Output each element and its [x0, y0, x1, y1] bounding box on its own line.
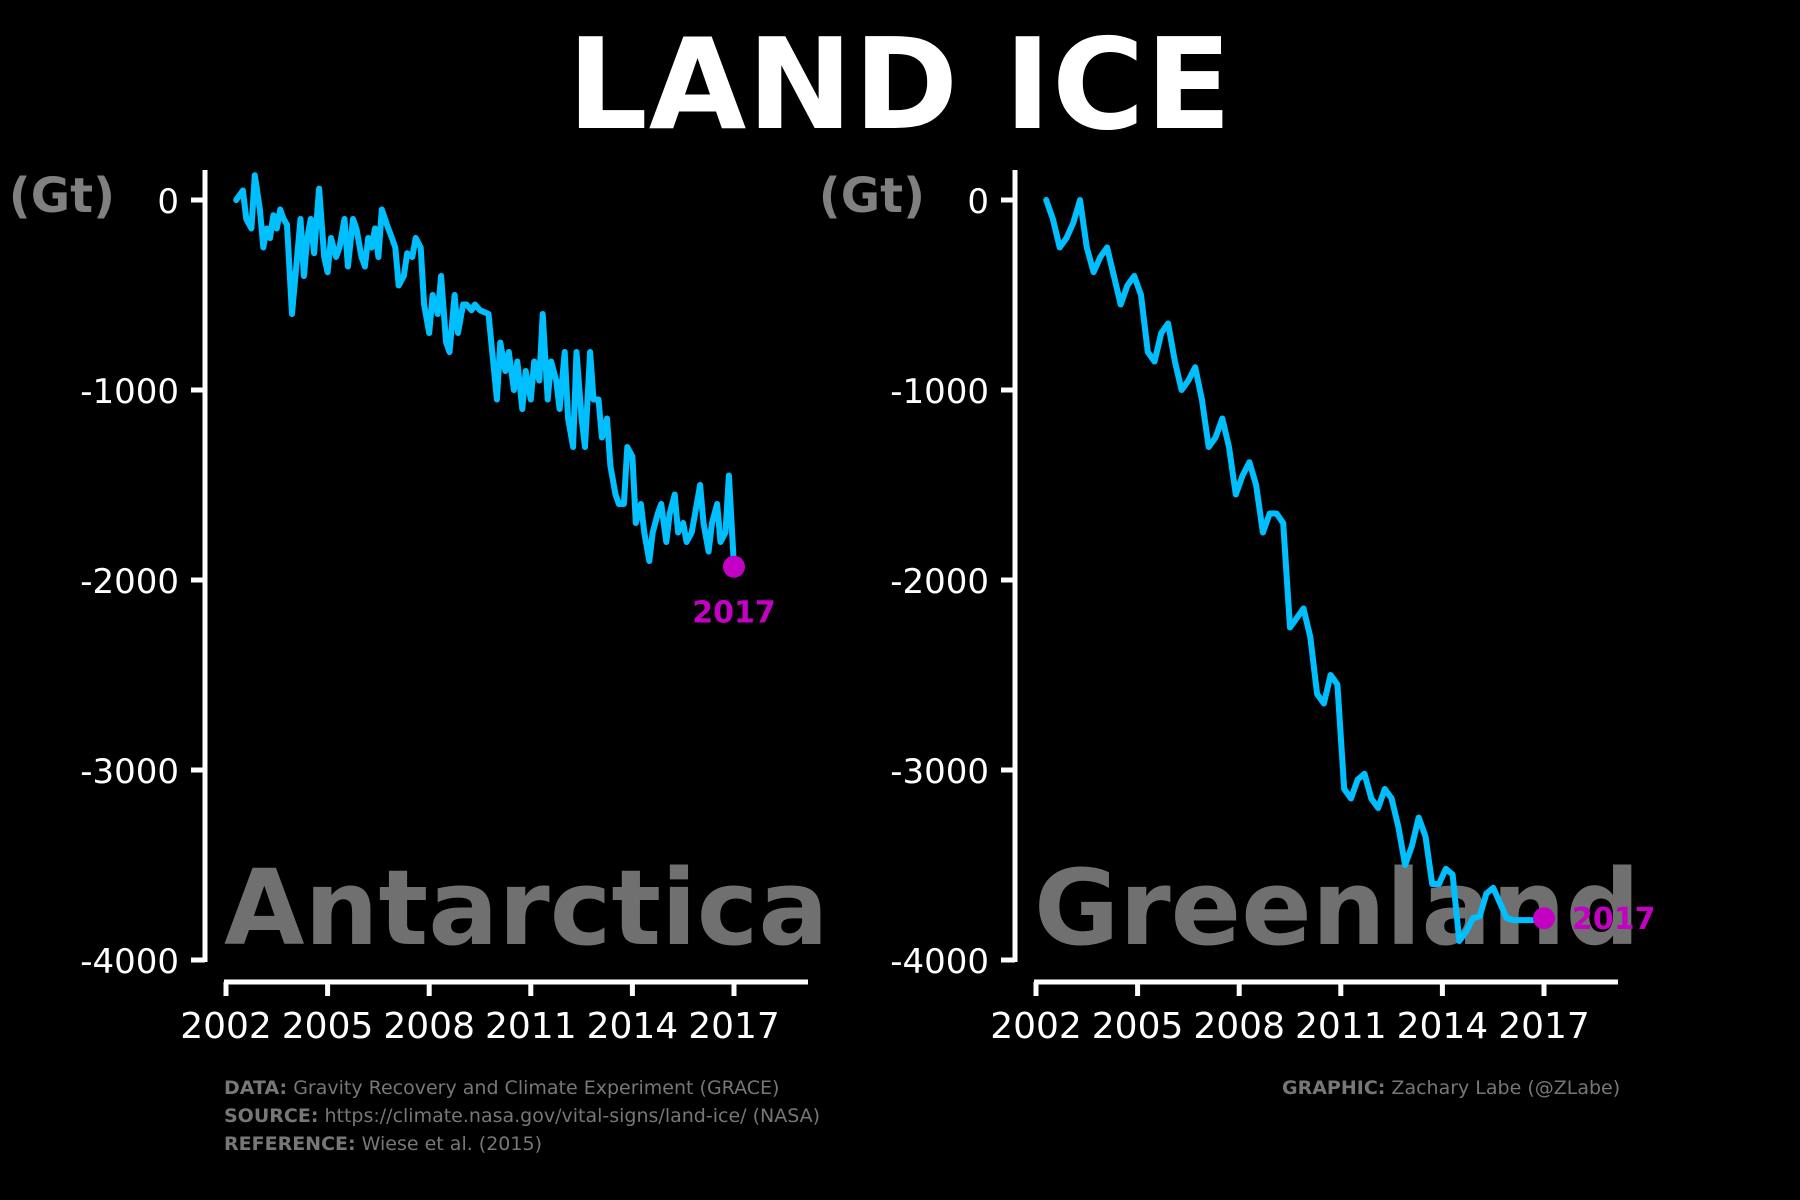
credit-reference-label: REFERENCE:: [224, 1133, 356, 1155]
series-line: [233, 172, 737, 570]
credit-source-label: SOURCE:: [224, 1105, 319, 1127]
x-tick-label: 2017: [1498, 1006, 1590, 1047]
end-marker: [723, 555, 745, 578]
x-tick-label: 2005: [1092, 1006, 1184, 1047]
y-tick-label: -1000: [890, 372, 989, 412]
credit-source: SOURCE: https://climate.nasa.gov/vital-s…: [224, 1102, 820, 1130]
x-tick-label: 2014: [1397, 1006, 1489, 1047]
y-tick-label: 0: [967, 182, 989, 222]
credits-right: GRAPHIC: Zachary Labe (@ZLabe): [1282, 1074, 1620, 1102]
x-tick-label: 2011: [485, 1006, 577, 1047]
y-unit-label: (Gt): [819, 168, 925, 224]
credit-data-text: Gravity Recovery and Climate Experiment …: [293, 1077, 780, 1099]
y-tick-label: -4000: [890, 942, 989, 982]
credit-graphic: GRAPHIC: Zachary Labe (@ZLabe): [1282, 1074, 1620, 1102]
end-marker-label: 2017: [692, 596, 776, 631]
x-tick-label: 2014: [587, 1006, 679, 1047]
x-tick-label: 2002: [990, 1006, 1082, 1047]
y-tick-label: -4000: [80, 942, 179, 982]
credit-reference: REFERENCE: Wiese et al. (2015): [224, 1130, 820, 1158]
x-tick-label: 2017: [688, 1006, 780, 1047]
series-line: [1043, 197, 1547, 944]
credit-data: DATA: Gravity Recovery and Climate Exper…: [224, 1074, 820, 1102]
region-label: Antarctica: [224, 847, 829, 969]
x-tick-label: 2011: [1295, 1006, 1387, 1047]
end-marker-label: 2017: [1572, 902, 1656, 937]
credit-graphic-text: Zachary Labe (@ZLabe): [1391, 1077, 1621, 1099]
x-tick-label: 2008: [383, 1006, 475, 1047]
credit-reference-text: Wiese et al. (2015): [361, 1133, 542, 1155]
y-tick-label: -3000: [890, 752, 989, 792]
x-tick-label: 2008: [1193, 1006, 1285, 1047]
y-tick-label: -2000: [80, 562, 179, 602]
x-tick-label: 2002: [180, 1006, 272, 1047]
credit-source-text: https://climate.nasa.gov/vital-signs/lan…: [324, 1105, 821, 1127]
y-tick-label: 0: [157, 182, 179, 222]
y-tick-label: -3000: [80, 752, 179, 792]
credit-data-label: DATA:: [224, 1077, 288, 1099]
region-label: Greenland: [1034, 847, 1640, 969]
x-tick-label: 2005: [282, 1006, 374, 1047]
y-tick-label: -1000: [80, 372, 179, 412]
page-title: LAND ICE: [567, 11, 1233, 158]
end-marker: [1533, 907, 1555, 930]
credit-graphic-label: GRAPHIC:: [1282, 1077, 1386, 1099]
y-tick-label: -2000: [890, 562, 989, 602]
y-unit-label: (Gt): [9, 168, 115, 224]
credits-left: DATA: Gravity Recovery and Climate Exper…: [224, 1074, 820, 1158]
